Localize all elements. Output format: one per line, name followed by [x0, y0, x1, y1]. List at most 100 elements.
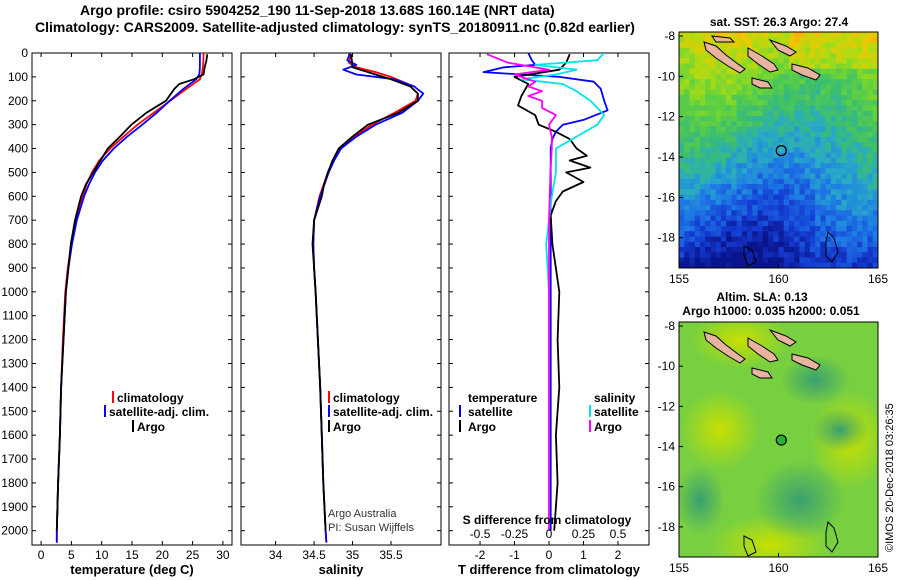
sst-cell: [867, 199, 874, 206]
sst-cell: [689, 262, 696, 268]
sst-cell: [705, 32, 712, 38]
sst-cell: [825, 247, 832, 253]
sst-cell: [720, 241, 727, 248]
sst-cell: [752, 247, 759, 253]
sst-cell: [778, 32, 785, 38]
sst-cell: [747, 126, 753, 133]
sst-cell: [752, 184, 759, 190]
x-tick-label: 15: [125, 548, 139, 562]
sst-cell: [778, 178, 785, 185]
sst-cell: [799, 184, 806, 190]
sst-cell: [836, 152, 842, 159]
sst-cell: [783, 163, 790, 169]
sst-cell: [689, 89, 696, 96]
sst-cell: [872, 79, 878, 86]
sst-cell: [815, 100, 821, 107]
sst-cell: [862, 184, 869, 190]
sst-cell: [799, 131, 806, 138]
sst-cell: [710, 194, 717, 201]
sst-cell: [689, 210, 696, 217]
sst-cell: [720, 63, 727, 70]
sst-cell: [862, 257, 869, 264]
sst-cell: [762, 115, 769, 122]
sst-cell: [862, 157, 869, 164]
sst-cell: [846, 32, 853, 38]
sst-cell: [825, 142, 832, 148]
sst-cell: [820, 84, 827, 91]
sst-cell: [679, 184, 685, 190]
sst-cell: [872, 105, 878, 112]
sst-cell: [689, 205, 696, 211]
sst-cell: [836, 210, 842, 217]
sst-cell: [867, 184, 874, 190]
sst-cell: [872, 42, 878, 49]
sst-cell: [804, 163, 811, 169]
difference-xlabel: T difference from climatology: [458, 562, 641, 577]
sst-cell: [710, 178, 717, 185]
sst-cell: [788, 205, 795, 211]
sst-cell: [799, 94, 806, 101]
sst-cell: [710, 184, 717, 190]
sst-cell: [731, 189, 738, 196]
sst-cell: [799, 262, 806, 268]
sst-cell: [841, 226, 848, 232]
sst-cell: [851, 247, 858, 253]
sst-cell: [851, 110, 858, 117]
sst-cell: [872, 110, 878, 117]
sst-cell: [768, 173, 774, 180]
sst-cell: [694, 115, 701, 122]
sst-cell: [804, 110, 811, 117]
sst-cell: [726, 247, 732, 253]
sst-cell: [715, 163, 722, 169]
sst-cell: [705, 63, 712, 70]
sst-cell: [778, 37, 785, 44]
sst-cell: [741, 247, 748, 253]
sst-cell: [825, 110, 832, 117]
sst-cell: [783, 100, 790, 107]
sst-cell: [862, 68, 869, 75]
sst-cell: [741, 205, 748, 211]
sst-cell: [747, 210, 753, 217]
sst-cell: [705, 247, 712, 253]
sst-cell: [862, 126, 869, 133]
sst-cell: [809, 215, 816, 222]
sst-cell: [679, 32, 685, 38]
map-y-tick-label: -10: [658, 359, 676, 373]
sst-cell: [736, 52, 743, 59]
sst-cell: [830, 147, 837, 154]
sst-cell: [820, 100, 827, 107]
sst-cell: [684, 37, 691, 44]
sst-cell: [794, 126, 801, 133]
sst-cell: [830, 42, 837, 49]
sst-cell: [778, 184, 785, 190]
sst-cell: [825, 184, 832, 190]
sst-cell: [872, 220, 878, 227]
sst-cell: [788, 220, 795, 227]
sst-cell: [736, 136, 743, 143]
sst-cell: [815, 220, 821, 227]
sst-cell: [857, 194, 863, 201]
sst-cell: [720, 215, 727, 222]
sst-cell: [679, 58, 685, 65]
sst-cell: [857, 226, 863, 232]
sst-cell: [731, 168, 738, 175]
sst-cell: [684, 94, 691, 101]
sst-cell: [705, 110, 712, 117]
sst-cell: [715, 178, 722, 185]
sst-cell: [768, 236, 774, 243]
sst-cell: [699, 163, 706, 169]
sst-cell: [762, 32, 769, 38]
sst-cell: [804, 184, 811, 190]
sst-cell: [689, 199, 696, 206]
sst-cell: [720, 257, 727, 264]
sst-cell: [768, 194, 774, 201]
sst-cell: [788, 94, 795, 101]
salinity-panel-frame: [240, 52, 442, 546]
sst-cell: [757, 73, 764, 80]
sst-cell: [872, 173, 878, 180]
sst-cell: [699, 257, 706, 264]
sst-cell: [773, 105, 780, 112]
sst-cell: [830, 231, 837, 238]
reef-outline: [743, 535, 757, 557]
sst-cell: [747, 142, 753, 148]
